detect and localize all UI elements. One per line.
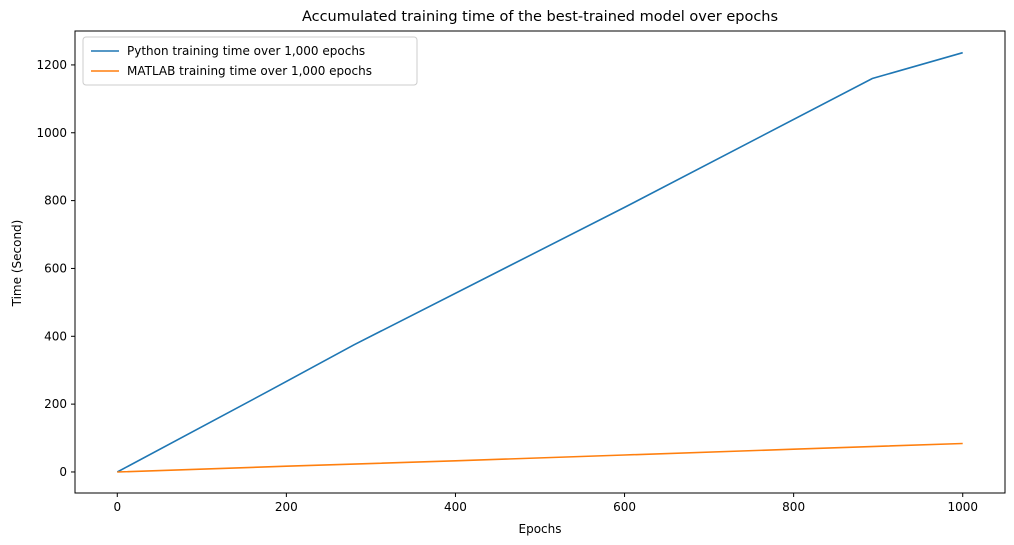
x-tick-label: 800 [782,500,805,514]
series-lines [116,51,963,473]
legend-label-1: MATLAB training time over 1,000 epochs [127,64,372,78]
legend-box [82,36,418,86]
y-axis: 0 200 400 600 800 1000 1200 [36,58,75,479]
x-tick-label: 400 [444,500,467,514]
y-tick-label: 0 [59,465,67,479]
series-line-1 [117,442,963,473]
y-tick-label: 800 [44,194,67,208]
series-line-0 [116,51,963,473]
y-axis-label: Time (Second) [10,220,24,308]
y-tick-label: 400 [44,329,67,343]
x-axis: 0 200 400 600 800 1000 [113,493,978,514]
y-tick-label: 1000 [36,126,67,140]
x-tick-label: 200 [275,500,298,514]
chart-title: Accumulated training time of the best-tr… [302,9,778,25]
x-axis-label: Epochs [519,522,562,536]
y-tick-label: 600 [44,261,67,275]
y-tick-label: 200 [44,397,67,411]
y-tick-label: 1200 [36,58,67,72]
plot-frame [74,30,1006,494]
x-tick-label: 1000 [947,500,978,514]
x-tick-label: 600 [613,500,636,514]
legend: Python training time over 1,000 epochs MA… [82,36,418,86]
legend-label-0: Python training time over 1,000 epochs [127,44,365,58]
x-tick-label: 0 [113,500,121,514]
